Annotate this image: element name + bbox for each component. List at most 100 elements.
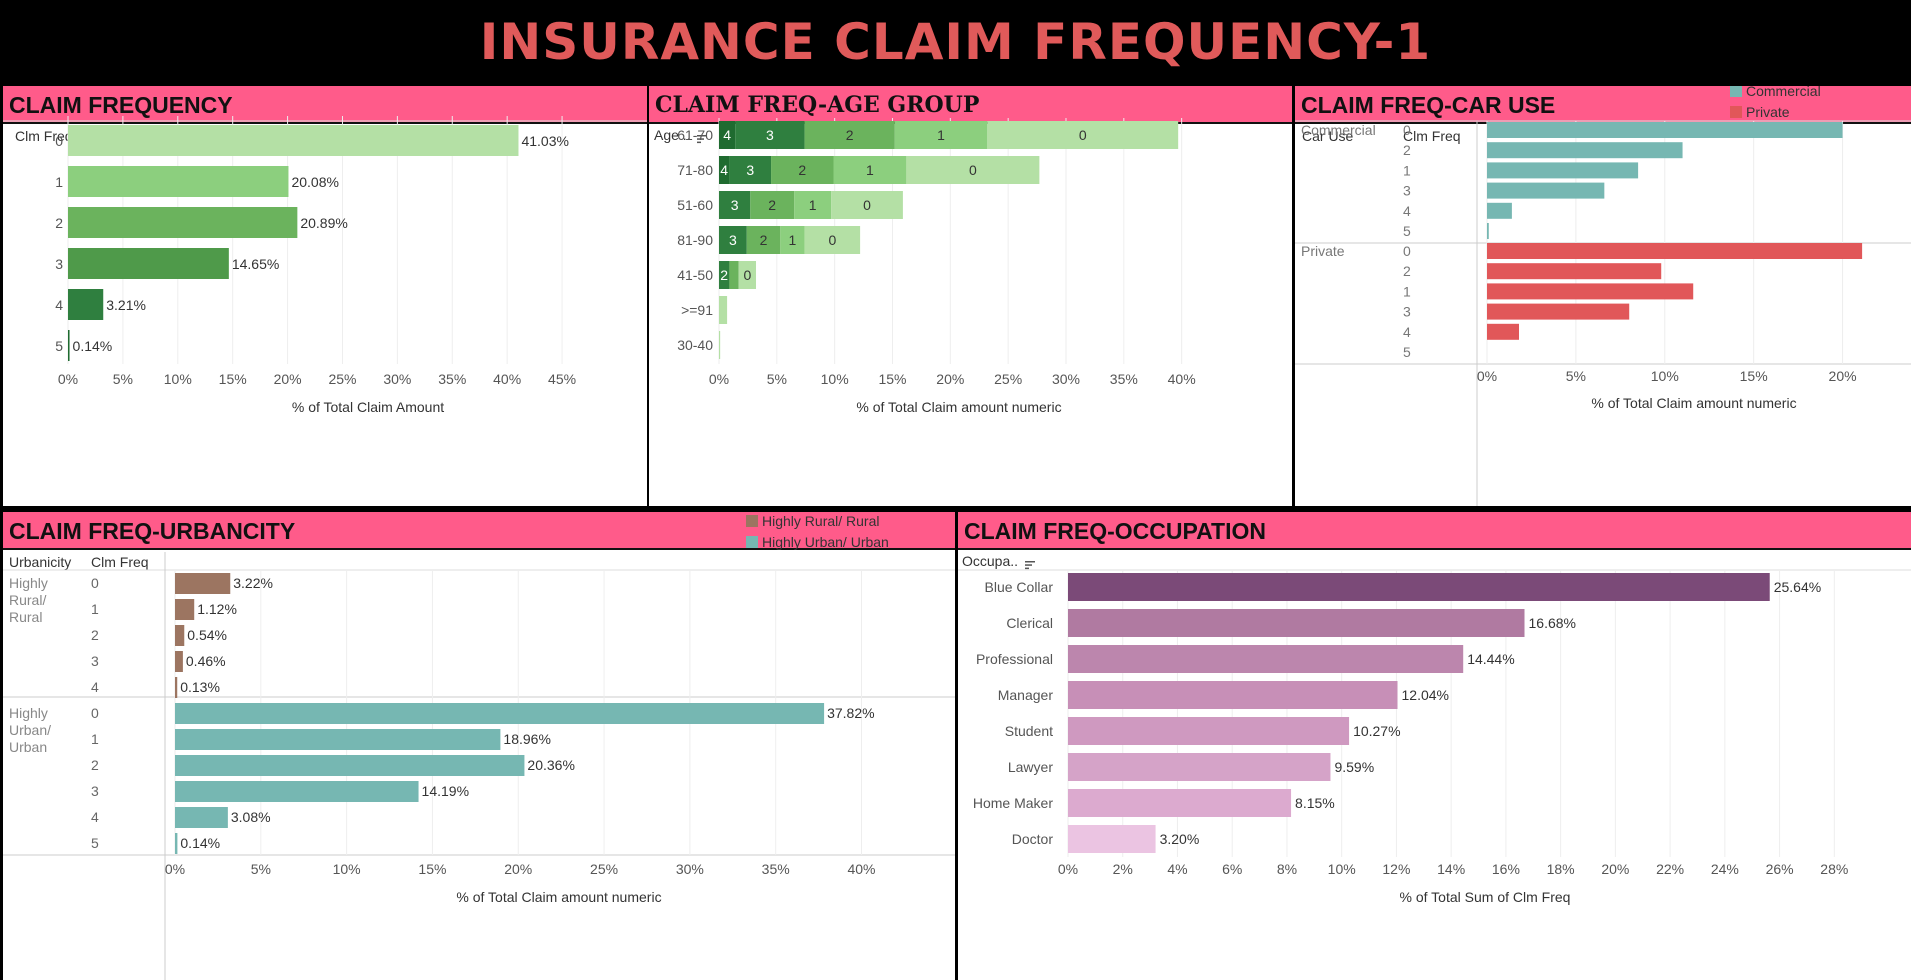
age-row-header-label: Age .. bbox=[654, 127, 691, 143]
row-label: 2 bbox=[55, 215, 63, 231]
row-label: 0 bbox=[91, 575, 99, 591]
legend-label-commercial: Commercial bbox=[1746, 86, 1821, 99]
bar bbox=[175, 573, 231, 594]
segment-label: 3 bbox=[746, 162, 754, 178]
claim-frequency-panel: CLAIM FREQUENCY Clm Freq 0% 5% 10% 15% 20% 25… bbox=[3, 86, 647, 506]
row-label: 3 bbox=[1403, 304, 1411, 320]
car-use-chart: 0% 5% 10% 15% 20% % of Total Claim amount num… bbox=[1295, 120, 1911, 506]
x-tick-label: 5% bbox=[251, 861, 271, 877]
bar bbox=[1487, 182, 1605, 199]
bar bbox=[68, 207, 298, 238]
clm-freq-row-header: Clm Freq bbox=[15, 128, 73, 144]
car-use-clm-freq-header: Clm Freq bbox=[1403, 128, 1461, 144]
bar-segment bbox=[804, 121, 895, 149]
data-label: 20.36% bbox=[527, 757, 574, 773]
urbancity-panel: CLAIM FREQ-URBANCITY Highly Rural/ Rural… bbox=[3, 512, 955, 980]
row-label: 2 bbox=[91, 627, 99, 643]
x-axis-title: % of Total Claim amount numeric bbox=[456, 889, 661, 905]
segment-label: 0 bbox=[863, 197, 871, 213]
urbanicity-col-header: Urbanicity bbox=[9, 554, 72, 570]
car-use-title: CLAIM FREQ-CAR USE bbox=[1295, 86, 1911, 124]
x-tick-label: 25% bbox=[328, 371, 356, 387]
row-label: 3 bbox=[91, 783, 99, 799]
x-tick-label: 45% bbox=[548, 371, 576, 387]
age-row-header[interactable]: Age .. bbox=[654, 127, 708, 144]
age-group-panel: CLAIM FREQ-AGE GROUP Age .. 0% 5% 10% 15% 20… bbox=[649, 86, 1292, 506]
row-label: 5 bbox=[91, 835, 99, 851]
row-label: 4 bbox=[91, 809, 99, 825]
sort-icon[interactable] bbox=[1024, 557, 1036, 570]
data-label: 10.27% bbox=[1353, 723, 1400, 739]
x-tick-label: 30% bbox=[1052, 371, 1080, 387]
x-tick-label: 26% bbox=[1766, 861, 1794, 877]
data-label: 37.82% bbox=[827, 705, 874, 721]
data-label: 0.13% bbox=[180, 679, 220, 695]
segment-label: 4 bbox=[723, 127, 731, 143]
bar-segment bbox=[719, 121, 736, 149]
bar-segment bbox=[831, 191, 903, 219]
occupation-row-header[interactable]: Occupa.. bbox=[962, 553, 1036, 570]
x-tick-label: 10% bbox=[1328, 861, 1356, 877]
segment-label: 2 bbox=[768, 197, 776, 213]
legend-item-urban[interactable]: Highly Urban/ Urban bbox=[746, 531, 889, 552]
segment-label: 2 bbox=[846, 127, 854, 143]
data-label: 0.46% bbox=[186, 653, 226, 669]
row-label: Blue Collar bbox=[985, 579, 1054, 595]
x-tick-label: 25% bbox=[590, 861, 618, 877]
bar bbox=[1487, 263, 1662, 280]
bar-segment bbox=[719, 156, 730, 184]
bar bbox=[68, 248, 229, 279]
row-label: 4 bbox=[91, 679, 99, 695]
bar bbox=[1068, 789, 1292, 817]
x-tick-label: 15% bbox=[219, 371, 247, 387]
bar-segment bbox=[719, 226, 747, 254]
row-label: 0 bbox=[1403, 243, 1411, 259]
x-tick-label: 18% bbox=[1547, 861, 1575, 877]
x-tick-label: 28% bbox=[1820, 861, 1848, 877]
legend-item-rural[interactable]: Highly Rural/ Rural bbox=[746, 512, 889, 531]
group-label: Highly bbox=[9, 705, 48, 721]
row-label: 0 bbox=[55, 133, 63, 149]
bar-segment bbox=[719, 331, 721, 359]
bar-segment bbox=[729, 261, 739, 289]
bar bbox=[1068, 825, 1156, 853]
legend-item-private[interactable]: Private bbox=[1730, 101, 1821, 122]
bar bbox=[68, 125, 519, 156]
segment-label: 3 bbox=[729, 232, 737, 248]
sort-icon[interactable] bbox=[696, 131, 708, 144]
x-tick-label: 16% bbox=[1492, 861, 1520, 877]
segment-label: 1 bbox=[809, 197, 817, 213]
bar bbox=[1068, 609, 1525, 637]
row-label: 1 bbox=[55, 174, 63, 190]
occupation-chart: 0% 2% 4% 6% 8% 10% 12% 14% 16% 18% 20% 22% 24% 26% 28%… bbox=[958, 569, 1911, 905]
bar-segment bbox=[794, 191, 832, 219]
bar bbox=[175, 651, 183, 672]
x-tick-label: 10% bbox=[164, 371, 192, 387]
bar bbox=[175, 833, 178, 854]
x-tick-label: 20% bbox=[936, 371, 964, 387]
claim-frequency-title: CLAIM FREQUENCY bbox=[3, 86, 647, 124]
x-tick-label: 0% bbox=[1058, 861, 1078, 877]
row-label: Professional bbox=[976, 651, 1053, 667]
segment-label: 0 bbox=[743, 267, 751, 283]
bar-segment bbox=[804, 226, 861, 254]
urbancity-title: CLAIM FREQ-URBANCITY bbox=[3, 512, 955, 550]
bar bbox=[1487, 283, 1694, 300]
legend-item-commercial[interactable]: Commercial bbox=[1730, 86, 1821, 101]
bar bbox=[1487, 122, 1843, 138]
x-axis-title: % of Total Sum of Clm Freq bbox=[1400, 889, 1571, 905]
data-label: 18.96% bbox=[503, 731, 550, 747]
segment-label: 4 bbox=[720, 162, 728, 178]
bar-segment bbox=[987, 121, 1179, 149]
data-label: 0.14% bbox=[180, 835, 220, 851]
x-tick-label: 40% bbox=[1168, 371, 1196, 387]
bar bbox=[175, 625, 185, 646]
bar-segment bbox=[771, 156, 834, 184]
x-tick-label: 10% bbox=[821, 371, 849, 387]
row-label: 4 bbox=[1403, 203, 1411, 219]
x-tick-label: 24% bbox=[1711, 861, 1739, 877]
bar bbox=[1487, 202, 1512, 219]
x-tick-label: 20% bbox=[1601, 861, 1629, 877]
x-tick-label: 20% bbox=[504, 861, 532, 877]
group-label: Private bbox=[1301, 243, 1345, 259]
